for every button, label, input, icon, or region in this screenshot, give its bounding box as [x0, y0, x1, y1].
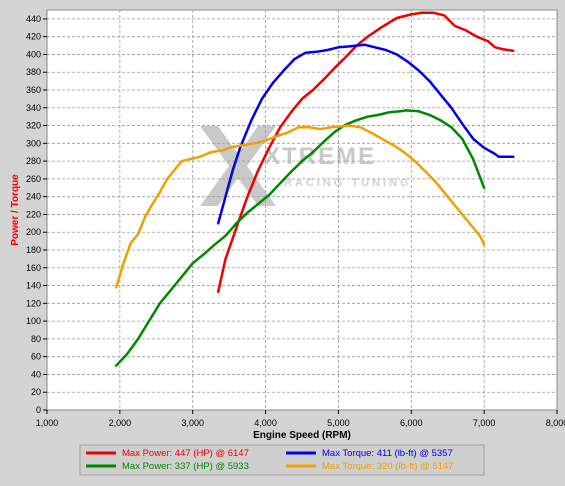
legend-label-max-power-red: Max Power: 447 (HP) @ 6147 [122, 448, 249, 459]
y-tick-label: 20 [31, 387, 41, 397]
x-tick-label: 2,000 [109, 418, 132, 428]
y-tick-label: 440 [26, 14, 41, 24]
watermark-subtitle: RACING TUNING [284, 177, 412, 189]
y-tick-label: 200 [26, 227, 41, 237]
y-tick-label: 400 [26, 49, 41, 59]
legend: Max Power: 447 (HP) @ 6147 Max Torque: 41… [79, 444, 485, 476]
x-tick-labels: 1,000 2,000 3,000 4,000 5,000 6,000 7,000 8,000 [36, 418, 565, 428]
series-line-max-torque-blue [216, 43, 515, 225]
x-tick-label: 5,000 [327, 418, 350, 428]
y-tick-label: 280 [26, 156, 41, 166]
y-tick-labels: 0 20 40 60 80 100 120 140 160 180 200 220 240 260 280 3… [26, 14, 41, 415]
y-tick-label: 240 [26, 192, 41, 202]
y-tick-label: 40 [31, 369, 41, 379]
y-tick-label: 0 [36, 405, 41, 415]
x-tick-label: 3,000 [181, 418, 204, 428]
y-tick-label: 360 [26, 85, 41, 95]
series-line-max-torque-orange [114, 124, 486, 289]
y-tick-label: 420 [26, 32, 41, 42]
x-tick-label: 4,000 [254, 418, 277, 428]
x-tick-label: 1,000 [36, 418, 59, 428]
y-tick-label: 180 [26, 245, 41, 255]
series-line-max-power-green [114, 109, 486, 367]
legend-label-max-torque-orange: Max Torque: 320 (lb-ft) @ 5147 [322, 461, 453, 472]
legend-box [79, 444, 485, 476]
y-tick-label: 140 [26, 281, 41, 291]
y-tick-label: 260 [26, 174, 41, 184]
y-tick-label: 220 [26, 209, 41, 219]
y-tick-label: 320 [26, 121, 41, 131]
grid-lines [43, 10, 558, 414]
y-tick-label: 380 [26, 67, 41, 77]
x-tick-label: 7,000 [473, 418, 496, 428]
legend-label-max-torque-blue: Max Torque: 411 (lb-ft) @ 5357 [322, 448, 453, 459]
y-tick-label: 300 [26, 138, 41, 148]
y-tick-label: 120 [26, 298, 41, 308]
series-lines [114, 11, 515, 367]
x-axis-title: Engine Speed (RPM) [253, 430, 351, 441]
xtreme-logo-watermark: XTREME RACING TUNING [200, 126, 412, 206]
x-logo-icon [200, 126, 276, 206]
y-tick-label: 60 [31, 352, 41, 362]
y-tick-label: 160 [26, 263, 41, 273]
y-tick-label: 80 [31, 334, 41, 344]
y-axis-title: Power / Torque [10, 174, 21, 246]
x-tick-label: 8,000 [546, 418, 565, 428]
y-tick-label: 340 [26, 103, 41, 113]
plot-area-background [46, 9, 558, 411]
y-tick-label: 100 [26, 316, 41, 326]
x-tick-label: 6,000 [400, 418, 423, 428]
series-line-max-power-red [216, 11, 515, 294]
legend-label-max-power-green: Max Power: 337 (HP) @ 5933 [122, 461, 249, 472]
